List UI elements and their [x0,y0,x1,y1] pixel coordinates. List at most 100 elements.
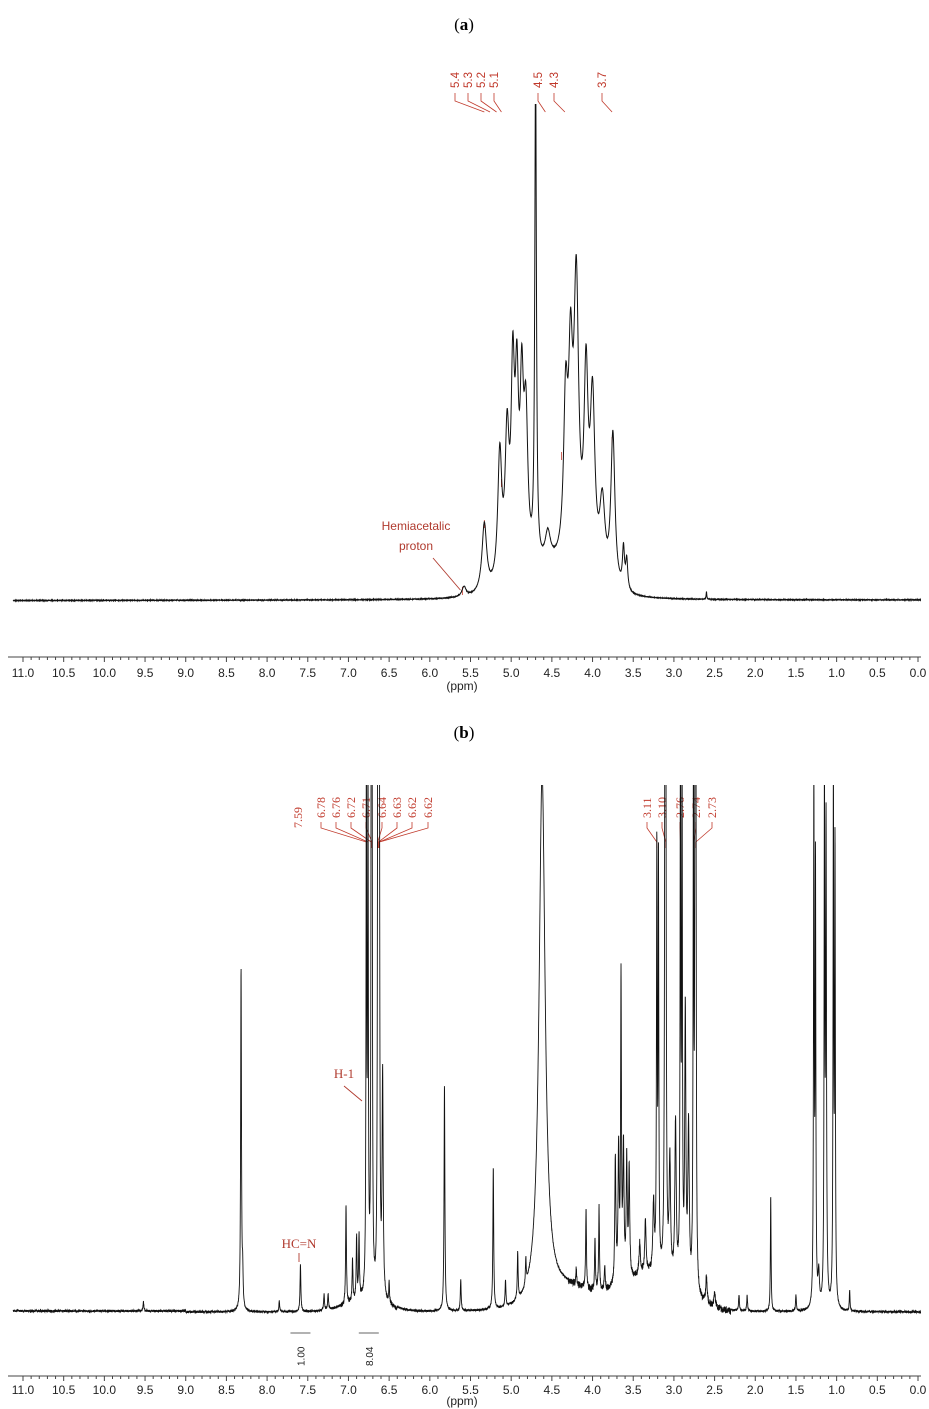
tick-label: 1.5 [788,1383,805,1397]
plot-area-b [13,725,926,1315]
tick-label: 7.5 [299,1383,316,1397]
tick-label: 2.5 [706,1383,723,1397]
spectrum-line [13,725,926,1315]
tick-label: 6.0 [421,666,438,680]
tick-label: 4.0 [584,1383,601,1397]
tick-label: 4.5 [544,1383,561,1397]
panel-letter: b [459,723,468,742]
tick-label: 4.0 [584,666,601,680]
tick-label: 3.0 [666,666,683,680]
annotation-h1: H-1 [334,1066,354,1081]
peak-label: 3.7 [597,72,609,88]
panel-a-label: (a) [454,15,474,34]
peak-leader-line [554,93,565,112]
peak-leader-line [602,93,612,112]
tick-label: 2.0 [747,1383,764,1397]
plot-area-a [13,62,926,600]
tick-label: 8.5 [218,1383,235,1397]
annotation-hcn: HC=N [282,1236,317,1251]
tick-label: 1.5 [788,666,805,680]
panel-b-label: (b) [454,723,475,742]
peak-label: 4.3 [549,72,561,88]
tick-label: 3.5 [625,1383,642,1397]
tick-label: 0.5 [869,1383,886,1397]
tick-label: 1.0 [828,1383,845,1397]
spectrum-panel-a: (a) 5.4 5.3 5.2 5.1 4.5 4.3 3.7 Hemiacetalic pr… [8,15,927,693]
peak-label: 5.4 [450,71,462,88]
x-axis-a: 11.0 10.5 10.0 9.5 9.0 8.5 8.0 7.5 7.0 6.5 6.0 5.5 5… [8,657,927,680]
tick-label: 9.0 [177,1383,194,1397]
tick-label: 2.5 [706,666,723,680]
annotation-text: Hemiacetalic [382,519,451,533]
tick-label: 6.0 [421,1383,438,1397]
tick-label: 10.5 [52,666,76,680]
peak-labels-b: 7.59 6.78 6.76 6.72 6.71 6.64 6.63 6.62 6.62 3.11… [291,797,719,848]
tick-label: 6.5 [381,666,398,680]
tick-label: 0.0 [910,666,927,680]
peak-label: 5.2 [476,72,488,88]
peak-leader-line [379,822,412,848]
tick-label: 3.0 [666,1383,683,1397]
x-axis-title-b: (ppm) [446,1394,477,1408]
tick-label: 10.0 [93,666,117,680]
tick-label: 10.5 [52,1383,76,1397]
annotation-hemiacetalic-proton: Hemiacetalic proton [382,519,461,590]
peak-leader-line [696,822,712,848]
peak-label: 3.11 [640,797,654,818]
tick-label: 9.5 [137,666,154,680]
tick-label: 7.5 [299,666,316,680]
tick-label: 7.0 [340,1383,357,1397]
tick-label: 0.5 [869,666,886,680]
spectrum-panel-b: (b) 7.59 6.78 6.76 6.72 6.71 6.64 6.63 6.62 6.62… [8,723,927,1408]
annotation-text: proton [399,539,433,553]
tick-label: 3.5 [625,666,642,680]
annotation-h1-line [344,1086,362,1101]
tick-label: 9.5 [137,1383,154,1397]
tick-label: 6.5 [381,1383,398,1397]
peak-leader-line [336,822,368,848]
peak-label: 5.3 [463,72,475,88]
integration-value: 1.00 [296,1346,307,1366]
tick-label: 1.0 [828,666,845,680]
tick-label: 5.0 [503,1383,520,1397]
peak-leader-line [468,93,490,112]
tick-label: 5.5 [462,666,479,680]
tick-label: 11.0 [12,666,35,680]
tick-label: 0.0 [910,1383,927,1397]
tick-label: 7.0 [340,666,357,680]
peak-label: 4.5 [533,72,545,88]
peak-leader-line [494,93,501,112]
tick-label: 2.0 [747,666,764,680]
peak-label: 3.10 [655,797,669,818]
peak-leader-line [538,93,545,112]
tick-label: 10.0 [93,1383,117,1397]
peak-leader-line [379,822,397,848]
tick-label: 11.0 [12,1383,35,1397]
peak-leader-line [379,822,428,848]
peak-label: 7.59 [291,807,305,828]
tick-label: 8.0 [259,666,276,680]
peak-label: 6.62 [405,797,419,818]
peak-leader-line [455,93,484,112]
tick-label: 4.5 [544,666,561,680]
integrations-b: 1.00 8.04 [290,1333,378,1366]
annotations-b: H-1 HC=N [282,1066,362,1262]
peak-label: 6.63 [390,797,404,818]
tick-label: 8.0 [259,1383,276,1397]
peak-label: 6.76 [329,797,343,818]
peak-label: 2.73 [705,797,719,818]
tick-label: 9.0 [177,666,194,680]
spectrum-line [13,62,926,600]
annotation-arrow [433,558,460,590]
peak-label: 6.78 [314,797,328,818]
x-axis-title-a: (ppm) [446,679,477,693]
integration-value: 8.04 [365,1346,376,1366]
tick-label: 8.5 [218,666,235,680]
tick-label: 5.0 [503,666,520,680]
peak-leader-line [662,822,666,848]
peak-label: 6.62 [421,797,435,818]
peak-label: 5.1 [489,72,501,88]
peak-label: 6.72 [344,797,358,818]
peak-leader-line [647,822,657,848]
